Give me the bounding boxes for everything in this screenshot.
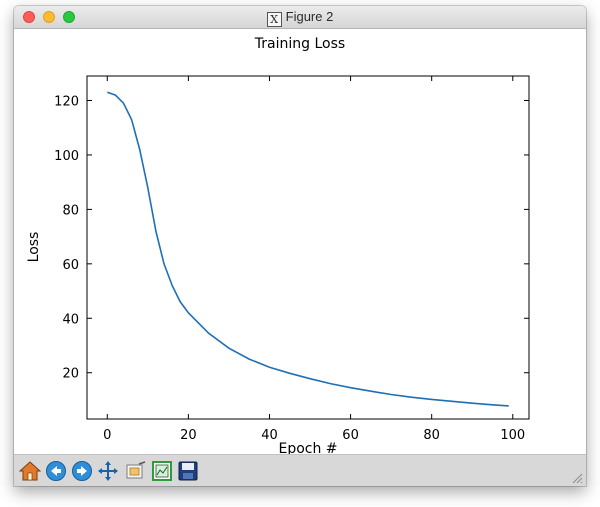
- subplots-button[interactable]: [150, 459, 174, 483]
- y-axis-label: Loss: [26, 232, 42, 263]
- navigation-toolbar: [14, 454, 586, 486]
- window-title: Figure 2: [285, 9, 334, 24]
- chart-svg: Training Loss 0 20 40 60 80 100 20 40 60 80 100 120…: [26, 36, 530, 457]
- save-button[interactable]: [176, 459, 200, 483]
- chart-title: Training Loss: [254, 36, 345, 52]
- y-tick-label: 100: [54, 149, 79, 164]
- figure-window: X Figure 2 Training Loss 0 20 40 60 80 100 20 40…: [14, 6, 586, 486]
- zoom-button[interactable]: [124, 459, 148, 483]
- x-tick-label: 20: [180, 428, 197, 443]
- forward-button[interactable]: [70, 459, 94, 483]
- resize-grip-icon[interactable]: [571, 472, 583, 484]
- axes-frame: [86, 75, 530, 420]
- maximize-window-button[interactable]: [63, 11, 75, 23]
- y-tick-label: 60: [62, 258, 79, 273]
- subplots-icon: [152, 461, 172, 481]
- loss-series-line: [107, 91, 509, 407]
- close-window-button[interactable]: [23, 11, 35, 23]
- forward-arrow-icon: [72, 461, 92, 481]
- back-button[interactable]: [44, 459, 68, 483]
- y-tick-label: 120: [54, 95, 79, 110]
- x-tick-label: 100: [500, 428, 525, 443]
- x-tick-label: 60: [342, 428, 359, 443]
- x-tick-label: 40: [261, 428, 278, 443]
- back-arrow-icon: [46, 461, 66, 481]
- save-icon: [178, 461, 198, 481]
- window-title-wrap: X Figure 2: [14, 9, 586, 27]
- y-tick-label: 40: [62, 312, 79, 327]
- home-button[interactable]: [18, 459, 42, 483]
- pan-button[interactable]: [96, 459, 120, 483]
- title-bar[interactable]: X Figure 2: [14, 6, 586, 29]
- pan-arrows-icon: [98, 461, 118, 481]
- minimize-window-button[interactable]: [43, 11, 55, 23]
- y-tick-label: 80: [62, 203, 79, 218]
- y-tick-label: 20: [62, 367, 79, 382]
- zoom-rect-icon: [126, 461, 146, 479]
- home-icon: [19, 461, 41, 481]
- x11-icon: X: [266, 12, 282, 27]
- x-axis-label: Epoch #: [278, 441, 337, 454]
- x-tick-label: 0: [103, 428, 111, 443]
- plot-area: Training Loss 0 20 40 60 80 100 20 40 60 80 100 120…: [14, 29, 586, 457]
- x-tick-label: 80: [423, 428, 440, 443]
